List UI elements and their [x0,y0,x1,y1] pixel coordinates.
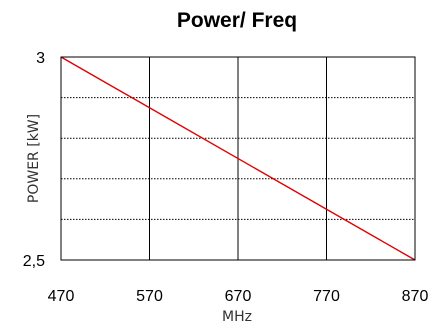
series-line-0 [60,56,416,261]
y-axis-label: POWER [kW] [26,114,42,203]
x-tick-labels: 470 570 670 770 870 [48,288,429,305]
y-tick-label: 3 [36,50,45,67]
series-layer [60,56,416,261]
x-tick-label: 770 [313,288,340,305]
plot-frame [60,56,416,261]
y-tick-label: 2,5 [23,253,45,270]
x-tick-label: 670 [225,288,252,305]
x-axis-label: MHz [222,309,252,325]
y-tick-labels: 32,5 [23,50,45,270]
x-tick-label: 570 [136,288,163,305]
plot-border [60,56,416,261]
chart-title: Power/ Freq [177,9,297,32]
x-tick-label: 870 [402,288,429,305]
x-tick-label: 470 [48,288,75,305]
